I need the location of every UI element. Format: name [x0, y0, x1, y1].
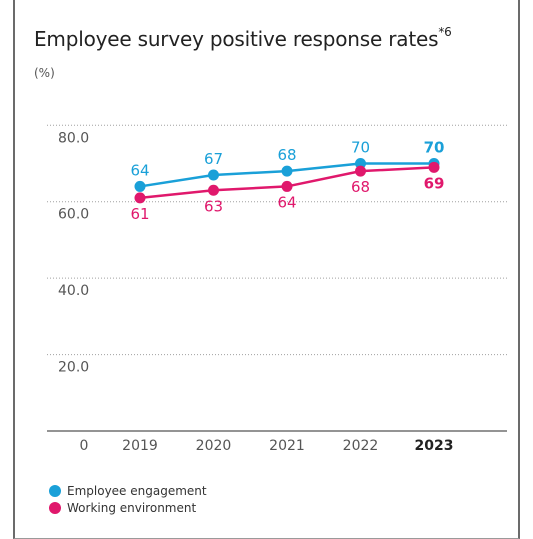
chart-title: Employee survey positive response rates*… [34, 25, 452, 51]
environment-data-label: 61 [130, 205, 149, 223]
title-footnote-marker: *6 [438, 25, 452, 40]
engagement-point [208, 169, 219, 181]
engagement-data-label: 67 [204, 150, 223, 168]
legend: Employee engagement Working environment [49, 482, 207, 516]
engagement-data-label: 68 [277, 146, 296, 164]
legend-item-engagement: Employee engagement [49, 482, 207, 499]
environment-data-label: 69 [424, 174, 445, 192]
environment-point [428, 161, 440, 173]
unit-label: (%) [34, 66, 55, 80]
environment-data-label: 64 [277, 193, 296, 211]
engagement-data-label: 64 [130, 161, 149, 179]
x-tick-label-zero: 0 [80, 438, 89, 454]
engagement-point [281, 165, 293, 177]
y-tick-label: 80.0 [58, 130, 89, 146]
legend-label-environment: Working environment [67, 500, 197, 515]
environment-point [134, 192, 146, 204]
x-tick-label: 2020 [196, 438, 232, 454]
y-tick-label: 60.0 [58, 207, 89, 223]
engagement-swatch [49, 484, 61, 497]
engagement-data-label: 70 [351, 139, 370, 157]
x-tick-label: 2022 [343, 438, 379, 454]
legend-label-engagement: Employee engagement [67, 483, 207, 498]
x-tick-label: 2021 [269, 438, 305, 454]
environment-point [355, 165, 366, 177]
y-tick-label: 20.0 [58, 360, 89, 376]
y-tick-label: 40.0 [58, 283, 89, 299]
environment-point [281, 180, 293, 192]
engagement-point [134, 180, 146, 192]
environment-data-label: 68 [351, 178, 370, 196]
legend-item-environment: Working environment [49, 499, 207, 516]
x-tick-label: 2023 [415, 438, 454, 454]
environment-swatch [49, 501, 61, 514]
engagement-data-label: 70 [424, 139, 445, 157]
engagement-point [355, 158, 366, 169]
environment-data-label: 63 [204, 197, 223, 215]
x-tick-label: 2019 [122, 438, 158, 454]
chart-title-text: Employee survey positive response rates [34, 27, 439, 51]
environment-point [208, 184, 219, 196]
